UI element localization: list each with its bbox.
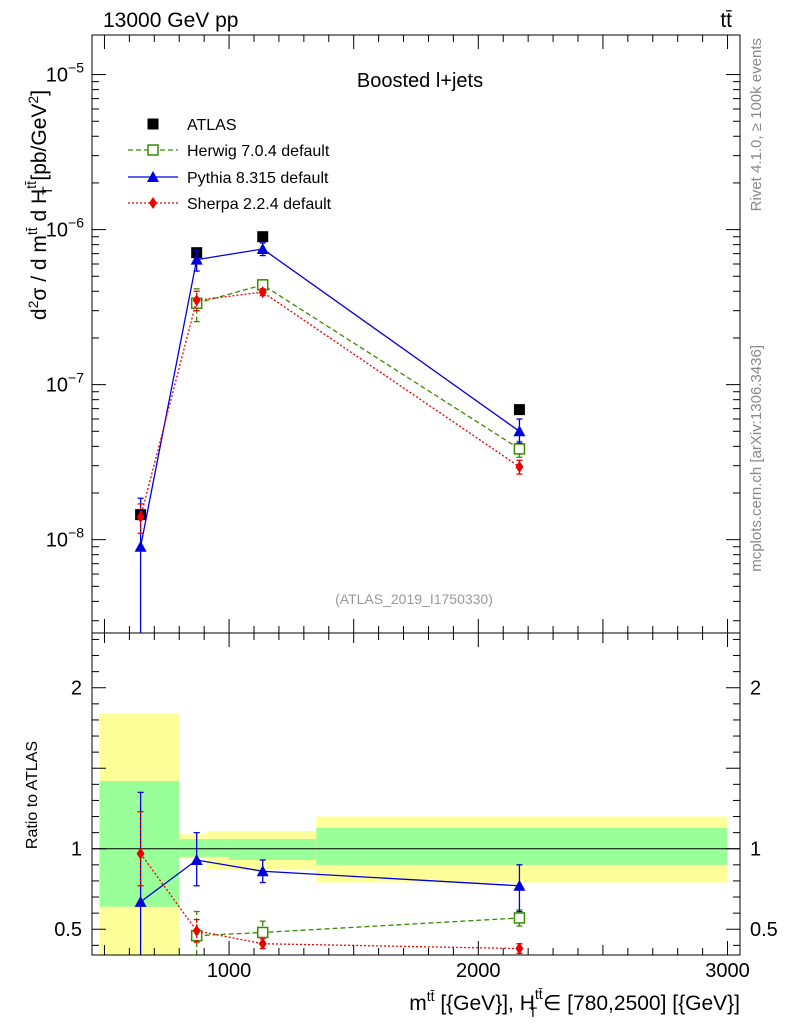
pythia-ratio-point bbox=[134, 895, 147, 907]
mcplots-label: mcplots.cern.ch [arXiv:1306.3436] bbox=[748, 345, 765, 572]
main-panel-axes: 10−8 10−7 10−6 10−5 bbox=[46, 35, 740, 633]
atlas-point bbox=[257, 231, 269, 243]
legend-marker-herwig bbox=[147, 144, 159, 156]
sherpa-ratio-point bbox=[136, 847, 145, 860]
legend-label-herwig: Herwig 7.0.4 default bbox=[187, 143, 330, 160]
legend-label-sherpa: Sherpa 2.2.4 default bbox=[187, 196, 332, 213]
uncertainty-band-green bbox=[99, 781, 180, 907]
legend-marker-pythia bbox=[147, 171, 159, 182]
herwig-line bbox=[196, 284, 520, 450]
pythia-ratio-line bbox=[140, 859, 520, 903]
legend-marker-sherpa bbox=[149, 197, 157, 209]
uncertainty-band-green bbox=[229, 839, 317, 861]
main-panel-marks bbox=[134, 231, 526, 633]
ratio-panel-frame bbox=[91, 632, 741, 956]
y-tick-label-ratio-right: 2 bbox=[750, 678, 761, 700]
sherpa-line bbox=[139, 291, 520, 518]
ratio-panel-marks bbox=[92, 713, 740, 955]
legend: ATLAS Herwig 7.0.4 default Pythia 8.315 de… bbox=[128, 117, 332, 213]
ratio-ylabel: Ratio to ATLAS bbox=[24, 741, 41, 849]
atlas-point bbox=[513, 404, 525, 416]
x-tick-label: 2000 bbox=[456, 960, 501, 982]
sherpa-ratio-point bbox=[192, 924, 201, 937]
x-tick-label: 1000 bbox=[207, 960, 252, 982]
header-left: 13000 GeV pp bbox=[103, 9, 238, 32]
sherpa-ratio-point bbox=[258, 937, 267, 950]
sherpa-point bbox=[515, 460, 524, 473]
uncertainty-band-green bbox=[179, 839, 207, 857]
main-panel: 10−8 10−7 10−6 10−5 Boosted l+jets (ATLAS_2… bbox=[23, 34, 741, 634]
main-ylabel: d2σ / d mtt̄ d Htt̄T [pb/GeV2] bbox=[23, 90, 55, 320]
pythia-ratio-point bbox=[256, 865, 269, 877]
herwig-ratio-point bbox=[513, 912, 526, 924]
y-tick-label-ratio-right: 0.5 bbox=[750, 919, 778, 941]
legend-label-pythia: Pythia 8.315 default bbox=[187, 170, 329, 187]
pythia-point bbox=[190, 253, 203, 265]
y-tick-label-ratio-left: 2 bbox=[71, 678, 82, 700]
ratio-panel-axes: 0.5 0.5 1 1 2 2 1000 2000 3000 bbox=[54, 633, 778, 982]
herwig-ratio-line bbox=[196, 917, 520, 937]
y-tick-label-main: 10−5 bbox=[46, 60, 84, 87]
x-axis-label: mtt̄ [{GeV}], Htt̄ T ∈ [780,2500] [{GeV}] bbox=[409, 986, 740, 1020]
herwig-point bbox=[513, 443, 526, 455]
pythia-ratio-point bbox=[190, 854, 203, 866]
y-tick-label-main: 10−8 bbox=[46, 525, 84, 552]
pythia-ratio-point bbox=[513, 879, 526, 891]
pythia-line bbox=[139, 248, 520, 547]
y-tick-label-ratio-left: 0.5 bbox=[54, 919, 82, 941]
ratio-panel: 0.5 0.5 1 1 2 2 1000 2000 3000 Ratio to ATLAS mt… bbox=[24, 632, 778, 1020]
pythia-point bbox=[513, 425, 526, 437]
sherpa-point bbox=[136, 511, 145, 524]
sherpa-point bbox=[192, 294, 201, 307]
uncertainty-band-green bbox=[316, 827, 728, 865]
herwig-ratio-point bbox=[256, 926, 269, 939]
pythia-point bbox=[134, 540, 147, 552]
legend-label-atlas: ATLAS bbox=[187, 117, 237, 134]
y-tick-label-ratio-left: 1 bbox=[71, 839, 82, 861]
header-right: tt̄ bbox=[720, 9, 732, 32]
rivet-label: Rivet 4.1.0, ≥ 100k events bbox=[748, 38, 765, 211]
y-tick-label-main: 10−6 bbox=[46, 215, 84, 242]
y-tick-label-ratio-right: 1 bbox=[750, 839, 761, 861]
y-tick-label-main: 10−7 bbox=[46, 370, 84, 397]
pythia-point bbox=[256, 242, 269, 254]
sherpa-ratio-point bbox=[515, 942, 524, 955]
chart-title: Boosted l+jets bbox=[357, 70, 483, 92]
sherpa-ratio-line bbox=[140, 853, 520, 950]
x-tick-label: 3000 bbox=[705, 960, 750, 982]
watermark: (ATLAS_2019_I1750330) bbox=[335, 591, 493, 607]
legend-marker-atlas bbox=[147, 118, 159, 130]
sherpa-point bbox=[258, 286, 267, 299]
uncertainty-band-green bbox=[206, 839, 230, 857]
